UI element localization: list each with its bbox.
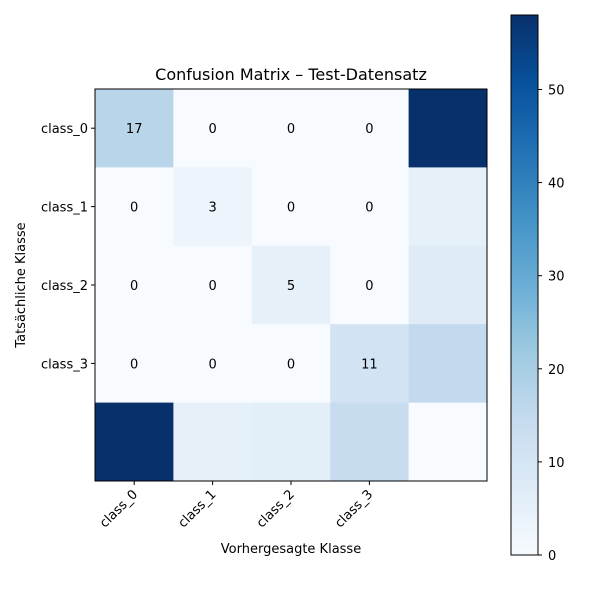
colorbar-tick-label: 40 xyxy=(548,177,565,192)
heatmap-cell xyxy=(95,167,174,247)
cell-value-label: 0 xyxy=(365,279,373,294)
colorbar xyxy=(510,14,539,556)
cell-value-label: 0 xyxy=(287,357,295,372)
heatmap-cell xyxy=(408,89,488,168)
y-tick-label: class_2 xyxy=(41,279,88,294)
cell-value-label: 0 xyxy=(130,279,138,294)
heatmap-cell xyxy=(251,89,331,168)
cell-value-label: 0 xyxy=(365,122,373,137)
x-axis-title: Vorhergesagte Klasse xyxy=(221,542,361,557)
heatmap-cell xyxy=(173,245,253,325)
heatmap-cell xyxy=(173,167,253,247)
heatmap-cell xyxy=(251,245,331,325)
heatmap-cell xyxy=(330,324,410,404)
y-tick-label: class_0 xyxy=(41,122,88,137)
heatmap-cell xyxy=(408,402,488,482)
heatmap-cell xyxy=(95,402,174,482)
heatmap-cell xyxy=(330,402,410,482)
heatmap-cell xyxy=(251,167,331,247)
heatmap-cell xyxy=(408,167,488,247)
x-axis-ticks: class_0 class_1 class_2 class_3 xyxy=(97,481,376,531)
heatmap-cells xyxy=(95,89,488,482)
cell-value-label: 0 xyxy=(287,201,295,216)
heatmap-cell xyxy=(173,89,253,168)
heatmap-cell xyxy=(251,402,331,482)
y-tick-label: class_3 xyxy=(41,357,88,372)
colorbar-tick-label: 50 xyxy=(548,83,565,98)
x-tick-label: class_3 xyxy=(332,487,376,531)
heatmap-cell xyxy=(330,245,410,325)
y-axis-ticks: class_0 class_1 class_2 class_3 xyxy=(41,122,95,372)
heatmap-cell xyxy=(95,89,174,168)
heatmap-cell xyxy=(95,324,174,404)
cell-value-label: 11 xyxy=(361,357,378,372)
x-tick-label: class_0 xyxy=(97,487,141,531)
cell-value-label: 0 xyxy=(208,279,216,294)
colorbar-tick-label: 0 xyxy=(548,549,556,564)
colorbar-ticks: 0 10 20 30 40 50 xyxy=(538,83,565,564)
colorbar-tick-label: 20 xyxy=(548,363,565,378)
cell-value-label: 17 xyxy=(126,122,143,137)
x-tick-label: class_2 xyxy=(254,487,298,531)
cell-value-label: 0 xyxy=(208,357,216,372)
heatmap-cell xyxy=(330,89,410,168)
chart-title: Confusion Matrix – Test-Datensatz xyxy=(155,65,427,84)
y-axis-title: Tatsächliche Klasse xyxy=(14,222,29,348)
heatmap-cell-labels: 17 0 0 0 0 3 0 0 0 0 5 0 0 0 0 11 xyxy=(126,122,378,372)
heatmap-cell xyxy=(330,167,410,247)
colorbar-tick-label: 10 xyxy=(548,456,565,471)
heatmap-cell xyxy=(408,245,488,325)
heatmap-cell xyxy=(95,245,174,325)
cell-value-label: 0 xyxy=(287,122,295,137)
heatmap-cell xyxy=(173,402,253,482)
cell-value-label: 0 xyxy=(130,201,138,216)
heatmap-cell xyxy=(408,324,488,404)
cell-value-label: 3 xyxy=(208,201,216,216)
x-tick-label: class_1 xyxy=(176,487,220,531)
heatmap-cell xyxy=(251,324,331,404)
y-tick-label: class_1 xyxy=(41,201,88,216)
cell-value-label: 5 xyxy=(287,279,295,294)
cell-value-label: 0 xyxy=(130,357,138,372)
heatmap-cell xyxy=(173,324,253,404)
cell-value-label: 0 xyxy=(365,201,373,216)
colorbar-tick-label: 30 xyxy=(548,270,565,285)
cell-value-label: 0 xyxy=(208,122,216,137)
